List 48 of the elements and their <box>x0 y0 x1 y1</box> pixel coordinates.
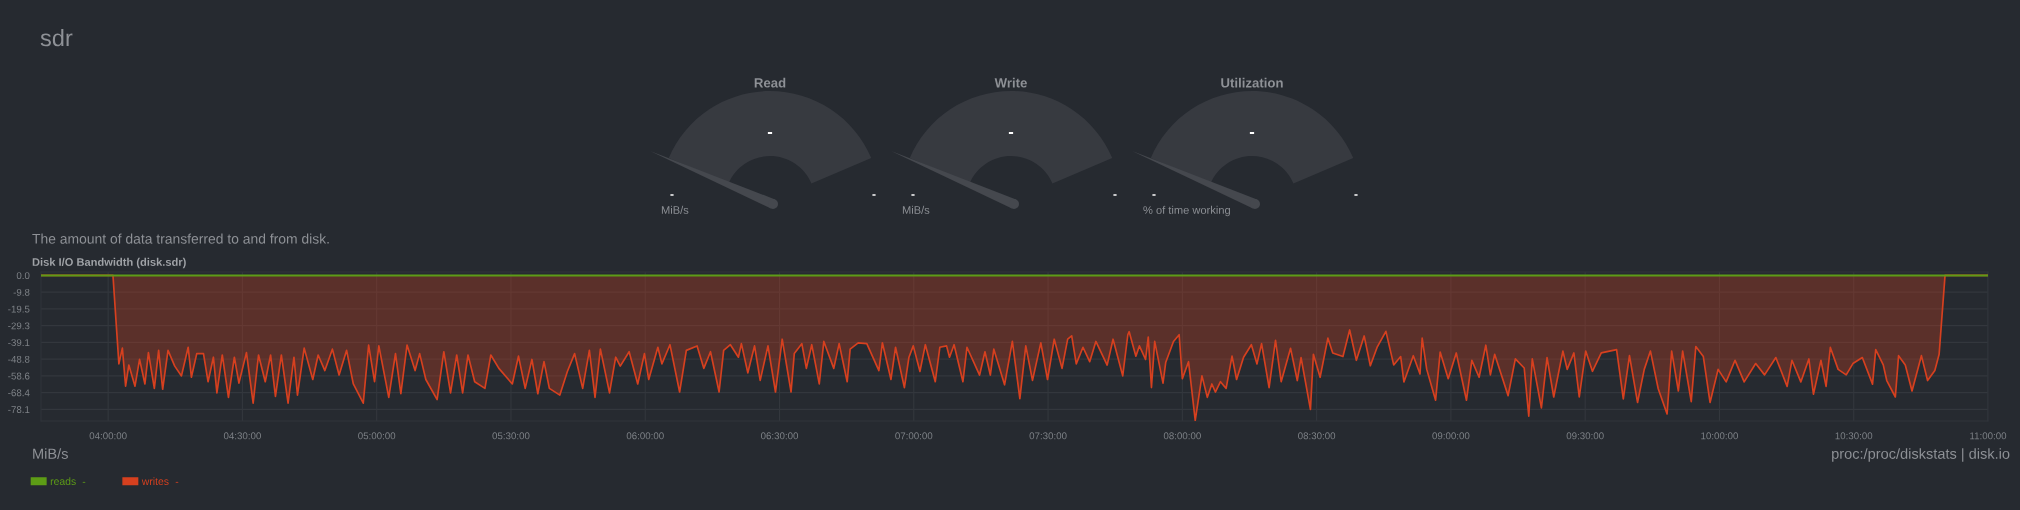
y-tick-label: -9.8 <box>13 288 30 296</box>
x-tick-label: 07:00:00 <box>895 432 933 440</box>
x-tick-label: 04:30:00 <box>223 432 261 440</box>
x-tick-label: 08:00:00 <box>1163 432 1201 440</box>
text: sdr <box>40 29 73 47</box>
category-label: Read <box>754 77 786 88</box>
x-tick-label: 04:00:00 <box>89 432 127 440</box>
legend-label: writes <box>141 477 169 486</box>
y-tick-label: -29.3 <box>8 322 30 330</box>
x-tick-label: 11:00:00 <box>1970 432 2007 440</box>
x-tick-label: 05:30:00 <box>492 432 530 440</box>
y-tick-label: -48.8 <box>8 355 30 363</box>
text: - <box>670 194 674 196</box>
x-tick-label: 05:00:00 <box>358 432 396 440</box>
x-tick-label: 09:00:00 <box>1432 432 1470 440</box>
text: - <box>1152 194 1156 196</box>
y-tick-label: 0.0 <box>16 272 30 280</box>
x-tick-label: 07:30:00 <box>1029 432 1067 440</box>
y-tick-label: -39.1 <box>8 339 30 347</box>
text: proc:/proc/diskstats | disk.io <box>1832 448 2010 462</box>
chart-subtitle: The amount of data transferred to and from disk. <box>32 233 329 244</box>
text: - <box>175 481 179 483</box>
text: - <box>1113 194 1117 196</box>
y-tick-label: -68.4 <box>8 389 30 397</box>
y-tick-label: -78.1 <box>8 406 30 413</box>
x-tick-label: 06:30:00 <box>760 432 799 440</box>
x-tick-label: 09:30:00 <box>1566 432 1604 440</box>
text: MiB/s <box>902 205 930 214</box>
legend-label: reads <box>50 477 76 486</box>
y-tick-label: -19.5 <box>8 305 30 313</box>
x-tick-label: 10:00:00 <box>1701 432 1738 440</box>
text: - <box>872 194 876 196</box>
text: % of time working <box>1143 205 1230 217</box>
category-label: Write <box>994 77 1027 88</box>
x-tick-label: 10:30:00 <box>1835 432 1873 440</box>
text: - <box>767 131 773 134</box>
text: - <box>1008 131 1014 134</box>
chart-title: Disk I/O Bandwidth (disk.sdr) <box>32 257 186 269</box>
text: - <box>911 194 915 196</box>
x-tick-label: 08:30:00 <box>1298 432 1336 440</box>
y-tick-label: -58.6 <box>8 372 30 380</box>
text: - <box>1354 194 1358 196</box>
text: - <box>82 481 86 483</box>
category-label: Utilization <box>1221 77 1283 88</box>
text: MiB/s <box>33 448 68 459</box>
text: MiB/s <box>661 205 689 214</box>
x-tick-label: 06:00:00 <box>626 432 664 440</box>
text: - <box>1249 131 1255 134</box>
